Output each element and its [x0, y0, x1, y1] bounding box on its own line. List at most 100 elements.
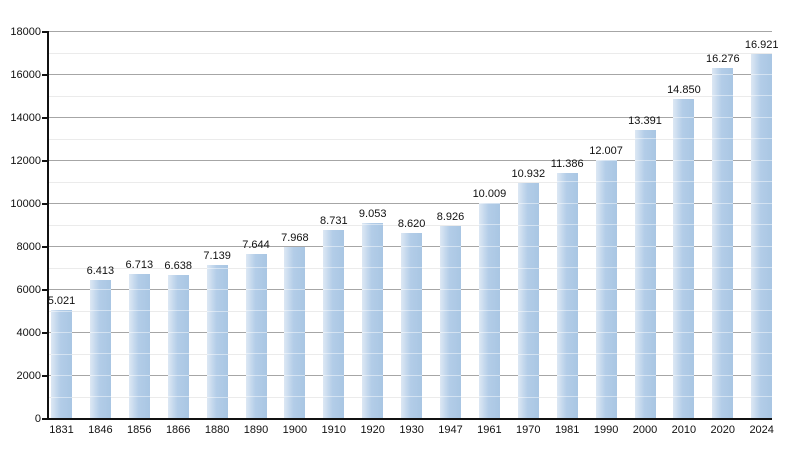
bar-gridline-stripe: [89, 310, 111, 312]
bar-gridline-stripe: [323, 331, 345, 333]
y-axis-tick: [42, 289, 47, 291]
bar-gridline-stripe: [440, 288, 461, 290]
bar-gridline-stripe: [89, 396, 111, 398]
bar-gridline-stripe: [362, 224, 384, 226]
bar-gridline-stripe: [556, 374, 578, 376]
bar-gridline-stripe: [401, 245, 423, 247]
y-axis-tick: [42, 117, 47, 119]
y-gridline-minor: [49, 52, 772, 54]
bar-gridline-stripe: [401, 396, 423, 398]
bar-gridline-stripe: [128, 374, 150, 376]
bar-gridline-stripe: [595, 310, 617, 312]
bar-value-label: 5.021: [47, 295, 76, 307]
y-axis-tick: [42, 160, 47, 162]
bar-gridline-stripe: [284, 374, 306, 376]
bar-gridline-stripe: [478, 202, 500, 204]
y-axis-tick: [42, 418, 47, 420]
bar-gridline-stripe: [362, 267, 384, 269]
bar-gridline-stripe: [128, 396, 150, 398]
bar-gridline-stripe: [206, 332, 228, 333]
bar-gridline-stripe: [595, 331, 617, 333]
bar-gridline-stripe: [323, 374, 345, 376]
bar-gridline-stripe: [673, 310, 695, 312]
bar-gridline-stripe: [556, 396, 578, 398]
bar-gridline-stripe: [712, 116, 734, 118]
bar-gridline-stripe: [362, 288, 384, 290]
y-gridline-minor: [49, 224, 772, 226]
bar: [323, 230, 345, 418]
bar-gridline-stripe: [556, 353, 578, 355]
bar-gridline-stripe: [51, 396, 72, 398]
bar-gridline-stripe: [634, 224, 656, 226]
bar-gridline-stripe: [712, 267, 734, 269]
bar-gridline-stripe: [634, 374, 656, 376]
bar-gridline-stripe: [245, 374, 267, 376]
bar-gridline-stripe: [517, 396, 539, 398]
bar-gridline-stripe: [401, 353, 423, 355]
bar-gridline-stripe: [634, 138, 656, 140]
bar-gridline-stripe: [517, 375, 539, 376]
y-axis-tick: [42, 332, 47, 334]
bar-gridline-stripe: [517, 267, 539, 269]
y-gridline-major: [49, 117, 772, 118]
bar-gridline-stripe: [440, 353, 461, 355]
bar: [245, 253, 267, 418]
x-tick-label: 1947: [438, 424, 463, 436]
bar-gridline-stripe: [751, 245, 773, 247]
bar: [206, 264, 228, 418]
bar-value-label: 8.620: [397, 217, 426, 230]
bar-gridline-stripe: [323, 353, 345, 355]
bar-gridline-stripe: [245, 310, 267, 312]
bar: [440, 226, 461, 418]
bar-gridline-stripe: [595, 374, 617, 376]
x-axis: [47, 418, 772, 420]
bar-gridline-stripe: [751, 138, 773, 140]
bar-gridline-stripe: [712, 138, 734, 140]
bar-gridline-stripe: [712, 224, 734, 226]
bar-gridline-stripe: [595, 396, 617, 398]
bar-gridline-stripe: [556, 202, 578, 204]
bar-gridline-stripe: [362, 396, 384, 398]
bar-gridline-stripe: [401, 374, 423, 376]
bar-gridline-stripe: [167, 374, 189, 376]
bar-gridline-stripe: [51, 332, 72, 333]
bar-value-label: 13.391: [628, 115, 662, 128]
bar-gridline-stripe: [206, 267, 228, 269]
bar-gridline-stripe: [362, 245, 384, 247]
bar-gridline-stripe: [206, 396, 228, 398]
bar-gridline-stripe: [712, 95, 734, 97]
bar-gridline-stripe: [751, 267, 773, 269]
bar: [51, 310, 72, 418]
bar-gridline-stripe: [673, 224, 695, 226]
bar-gridline-stripe: [89, 288, 111, 290]
bar-gridline-stripe: [673, 159, 695, 161]
x-tick-label: 1900: [282, 424, 308, 436]
y-tick-label: 0: [34, 413, 41, 425]
y-tick-label: 10000: [10, 198, 41, 210]
x-tick-label: 1846: [88, 424, 113, 436]
bar-gridline-stripe: [634, 202, 656, 204]
x-tick-label: 2010: [671, 424, 697, 436]
bar-gridline-stripe: [634, 245, 656, 247]
bar-gridline-stripe: [751, 159, 773, 161]
x-tick-label: 1981: [554, 424, 580, 436]
bar-gridline-stripe: [712, 396, 734, 398]
bar-gridline-stripe: [440, 245, 461, 247]
bar: [478, 202, 500, 418]
bar-gridline-stripe: [751, 73, 773, 75]
y-gridline-major: [49, 203, 772, 204]
y-gridline-minor: [49, 181, 772, 183]
bar-gridline-stripe: [673, 267, 695, 269]
bar-gridline-stripe: [673, 288, 695, 290]
bar-gridline-stripe: [673, 396, 695, 398]
bar-gridline-stripe: [245, 353, 267, 355]
bar-value-label: 7.968: [281, 231, 309, 244]
x-tick-label: 1880: [204, 424, 230, 436]
bar-gridline-stripe: [323, 288, 345, 290]
bar-value-label: 8.926: [436, 211, 465, 224]
bar-gridline-stripe: [362, 374, 384, 376]
y-axis-tick: [42, 246, 47, 248]
bar-gridline-stripe: [51, 375, 72, 376]
x-tick-label: 1866: [165, 424, 191, 436]
